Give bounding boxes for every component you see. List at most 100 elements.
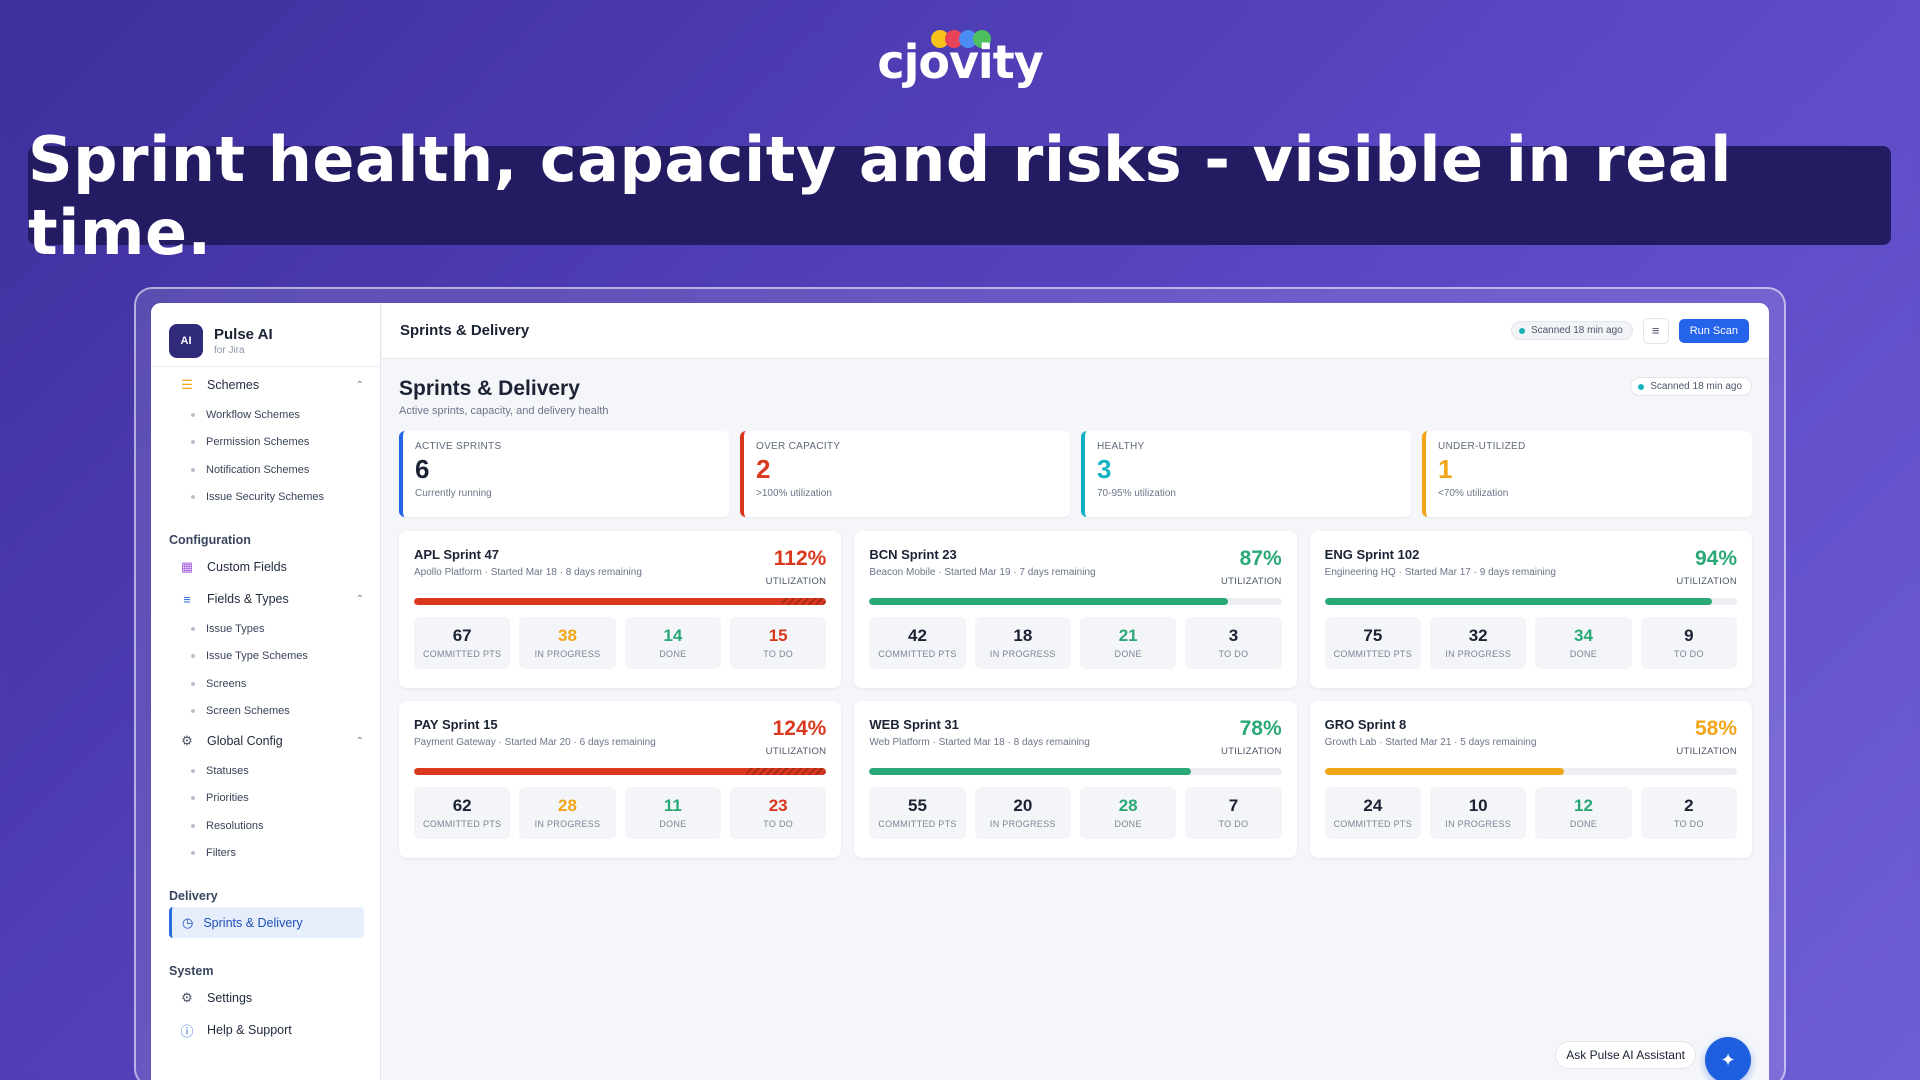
metric-done: 11 DONE	[624, 787, 721, 839]
metric-value: 7	[1228, 796, 1239, 815]
sidebar-item-screen-schemes[interactable]: Screen Schemes	[151, 698, 380, 726]
sprint-name: GRO Sprint 8	[1324, 717, 1407, 732]
sidebar-item-help[interactable]: ⓘ Help & Support	[151, 1014, 380, 1046]
metric-label: TO DO	[763, 819, 794, 829]
sidebar-item-settings[interactable]: ⚙ Settings	[151, 982, 380, 1014]
utilization-percent: 58%	[1694, 717, 1737, 740]
stat-label: HEALTHY	[1097, 441, 1145, 452]
metric-value: 3	[1228, 626, 1239, 645]
utilization-bar	[869, 768, 1282, 775]
sidebar-item-permission-schemes[interactable]: Permission Schemes	[151, 429, 380, 457]
sprint-card[interactable]: WEB Sprint 31 Web Platform · Started Mar …	[854, 701, 1297, 858]
sidebar-item-workflow-schemes[interactable]: Workflow Schemes	[151, 401, 380, 429]
sprint-card[interactable]: BCN Sprint 23 Beacon Mobile · Started Mar…	[854, 531, 1297, 688]
metric-done: 28 DONE	[1079, 787, 1177, 839]
sprint-name: ENG Sprint 102	[1324, 547, 1420, 562]
chevron-up-icon[interactable]: ⌃	[355, 735, 364, 747]
metric-value: 23	[768, 796, 788, 815]
metric-value: 75	[1363, 626, 1383, 645]
sidebar-item-priorities[interactable]: Priorities	[151, 785, 380, 813]
utilization-label: UTILIZATION	[1221, 576, 1282, 587]
sidebar-item-screens[interactable]: Screens	[151, 670, 380, 698]
app-subtitle: for Jira	[214, 344, 245, 356]
sidebar-item-label: Help & Support	[207, 1023, 292, 1037]
utilization-percent: 87%	[1239, 547, 1282, 570]
brand-name: cjovity	[877, 35, 1043, 89]
metric-value: 10	[1468, 796, 1488, 815]
sidebar-item-label: Sprints & Delivery	[203, 915, 303, 930]
metric-label: TO DO	[1673, 649, 1704, 659]
ask-assistant-label[interactable]: Ask Pulse AI Assistant	[1555, 1041, 1696, 1069]
sidebar-item-issue-security-schemes[interactable]: Issue Security Schemes	[151, 484, 380, 512]
sidebar: AI Pulse AI for Jira ☰ Schemes ⌃ Workflo…	[151, 303, 381, 1080]
sprint-meta: Beacon Mobile · Started Mar 19 · 7 days …	[869, 567, 1096, 578]
metric-value: 21	[1118, 626, 1138, 645]
sprint-card[interactable]: APL Sprint 47 Apollo Platform · Started M…	[399, 531, 842, 688]
utilization-bar-fill	[869, 598, 1229, 605]
chevron-up-icon[interactable]: ⌃	[355, 379, 364, 391]
metric-label: DONE	[659, 649, 687, 659]
sprint-card[interactable]: GRO Sprint 8 Growth Lab · Started Mar 21 …	[1309, 701, 1752, 858]
grid-icon: ▦	[180, 559, 194, 574]
sprint-meta: Web Platform · Started Mar 18 · 8 days r…	[869, 737, 1090, 748]
utilization-bar	[414, 598, 827, 605]
sidebar-item-custom-fields[interactable]: ▦ Custom Fields	[151, 551, 380, 583]
metric-in-progress: 18 IN PROGRESS	[974, 617, 1071, 669]
metric-label: IN PROGRESS	[989, 819, 1056, 829]
metric-in-progress: 38 IN PROGRESS	[519, 617, 616, 669]
metric-label: COMMITTED PTS	[878, 649, 957, 659]
sprint-card[interactable]: PAY Sprint 15 Payment Gateway · Started M…	[399, 701, 842, 858]
metric-label: TO DO	[1673, 819, 1704, 829]
metric-todo: 3 TO DO	[1185, 617, 1282, 669]
sidebar-item-resolutions[interactable]: Resolutions	[151, 812, 380, 840]
sprint-name: APL Sprint 47	[414, 547, 500, 562]
metric-done: 14 DONE	[624, 617, 721, 669]
gear-icon: ⚙	[181, 990, 193, 1005]
run-scan-button[interactable]: Run Scan	[1678, 318, 1749, 343]
app-logo-row[interactable]: AI Pulse AI for Jira	[151, 303, 380, 367]
sprint-meta: Growth Lab · Started Mar 21 · 5 days rem…	[1324, 737, 1537, 748]
status-dot-icon	[1638, 383, 1645, 390]
metric-done: 21 DONE	[1079, 617, 1177, 669]
metric-label: IN PROGRESS	[1445, 819, 1512, 829]
app-name: Pulse AI	[214, 325, 273, 343]
brand-logo: cjovity	[0, 30, 1920, 89]
nav-group-global-config[interactable]: ⚙ Global Config ⌃	[151, 725, 380, 757]
page-title: Sprints & Delivery	[399, 377, 580, 400]
stat-label: ACTIVE SPRINTS	[415, 441, 502, 452]
metric-label: TO DO	[763, 649, 794, 659]
nav-group-fields-types[interactable]: ≡ Fields & Types ⌃	[151, 583, 380, 615]
sprint-meta: Engineering HQ · Started Mar 17 · 9 days…	[1324, 567, 1556, 578]
nav-group-label: Schemes	[207, 378, 260, 392]
stat-desc: >100% utilization	[756, 488, 832, 499]
sidebar-item-label: Settings	[207, 991, 253, 1005]
menu-icon: ≡	[1651, 323, 1660, 338]
nav-group-label: Global Config	[207, 734, 283, 748]
assistant-fab-button[interactable]: ✦	[1705, 1037, 1751, 1080]
sprint-card[interactable]: ENG Sprint 102 Engineering HQ · Started M…	[1309, 531, 1752, 688]
sidebar-item-notification-schemes[interactable]: Notification Schemes	[151, 456, 380, 484]
metric-todo: 23 TO DO	[729, 787, 827, 839]
metric-label: DONE	[1114, 649, 1142, 659]
sidebar-item-issue-types[interactable]: Issue Types	[151, 615, 380, 643]
metric-in-progress: 10 IN PROGRESS	[1430, 787, 1527, 839]
metric-value: 15	[768, 626, 788, 645]
stat-card: HEALTHY 3 70-95% utilization	[1081, 431, 1411, 517]
sidebar-item-issue-type-schemes[interactable]: Issue Type Schemes	[151, 643, 380, 671]
sidebar-item-sprints-delivery[interactable]: ◷ Sprints & Delivery	[169, 907, 364, 938]
metric-done: 12 DONE	[1535, 787, 1632, 839]
utilization-bar-fill	[414, 598, 827, 605]
metric-label: TO DO	[1218, 819, 1249, 829]
brand-dot	[931, 30, 949, 48]
utilization-label: UTILIZATION	[1221, 746, 1282, 757]
metric-label: COMMITTED PTS	[422, 819, 502, 829]
sidebar-item-statuses[interactable]: Statuses	[151, 757, 380, 785]
chevron-up-icon[interactable]: ⌃	[355, 593, 364, 605]
stat-card: UNDER-UTILIZED 1 <70% utilization	[1422, 431, 1752, 517]
metric-value: 62	[452, 796, 472, 815]
metric-label: TO DO	[1218, 649, 1249, 659]
nav-group-schemes[interactable]: ☰ Schemes ⌃	[151, 369, 380, 401]
menu-button[interactable]: ≡	[1642, 317, 1669, 344]
sidebar-item-filters[interactable]: Filters	[151, 840, 380, 868]
utilization-bar-fill	[869, 768, 1191, 775]
